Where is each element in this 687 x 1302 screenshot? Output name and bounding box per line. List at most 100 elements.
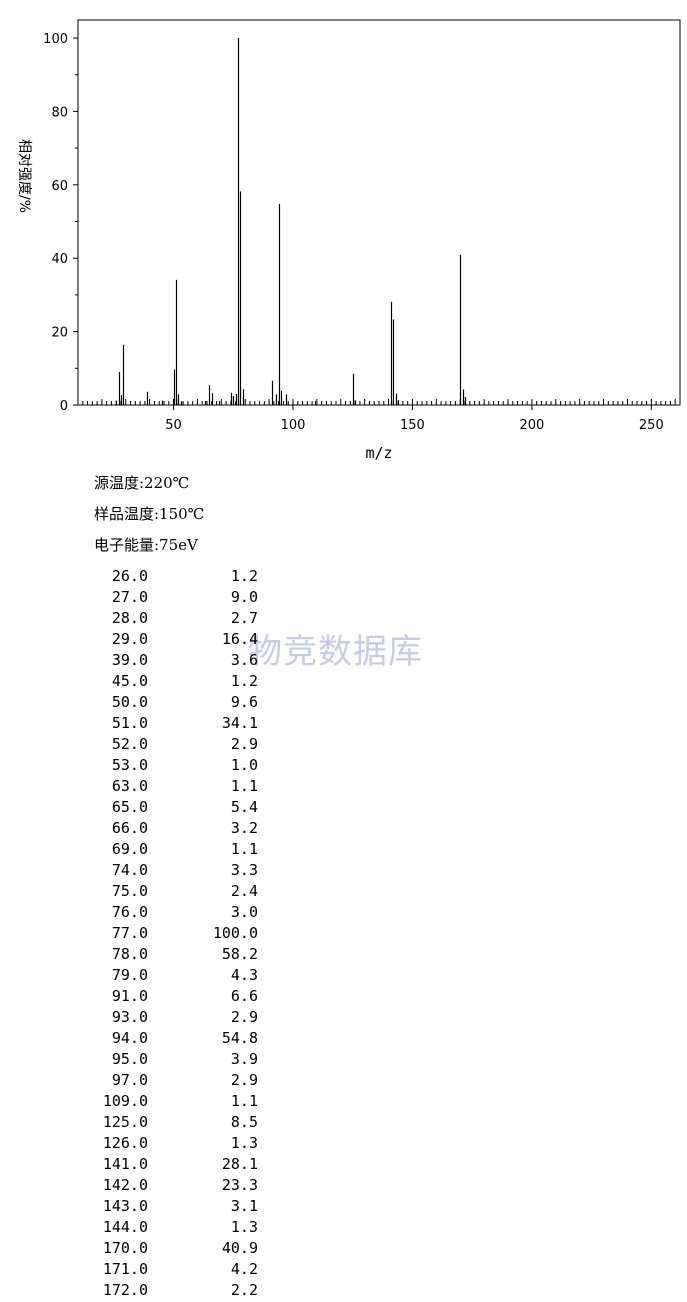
mz-value: 51.0 bbox=[111, 714, 148, 732]
table-row: 170.0 40.9 bbox=[0, 1239, 300, 1260]
table-row: 69.0 1.1 bbox=[0, 840, 300, 861]
intensity-value: 28.1 bbox=[221, 1155, 258, 1173]
mz-value: 65.0 bbox=[111, 798, 148, 816]
source-temperature: 源温度:220℃ bbox=[94, 474, 190, 492]
intensity-value: 100.0 bbox=[212, 924, 258, 942]
mz-value: 141.0 bbox=[102, 1155, 148, 1173]
table-row: 77.0 100.0 bbox=[0, 924, 300, 945]
mz-value: 78.0 bbox=[111, 945, 148, 963]
mz-value: 143.0 bbox=[102, 1197, 148, 1215]
mz-value: 95.0 bbox=[111, 1050, 148, 1068]
table-row: 63.0 1.1 bbox=[0, 777, 300, 798]
spectrum-peaks bbox=[115, 38, 467, 405]
mz-value: 91.0 bbox=[111, 987, 148, 1005]
mz-value: 93.0 bbox=[111, 1008, 148, 1026]
intensity-value: 1.0 bbox=[230, 756, 258, 774]
table-row: 65.0 5.4 bbox=[0, 798, 300, 819]
mz-value: 171.0 bbox=[102, 1260, 148, 1278]
mz-value: 66.0 bbox=[111, 819, 148, 837]
table-row: 144.0 1.3 bbox=[0, 1218, 300, 1239]
intensity-value: 1.2 bbox=[230, 672, 258, 690]
table-row: 143.0 3.1 bbox=[0, 1197, 300, 1218]
table-row: 171.0 4.2 bbox=[0, 1260, 300, 1281]
intensity-value: 58.2 bbox=[221, 945, 258, 963]
table-row: 97.0 2.9 bbox=[0, 1071, 300, 1092]
y-axis-label: 相对强度/% bbox=[16, 139, 32, 213]
intensity-value: 2.2 bbox=[230, 1281, 258, 1299]
table-row: 52.0 2.9 bbox=[0, 735, 300, 756]
table-row: 66.0 3.2 bbox=[0, 819, 300, 840]
intensity-value: 23.3 bbox=[221, 1176, 258, 1194]
mz-value: 125.0 bbox=[102, 1113, 148, 1131]
x-tick-label: 100 bbox=[281, 418, 306, 433]
y-tick-label: 40 bbox=[51, 252, 68, 267]
intensity-value: 2.9 bbox=[230, 1008, 258, 1026]
mz-value: 109.0 bbox=[102, 1092, 148, 1110]
mz-value: 94.0 bbox=[111, 1029, 148, 1047]
table-row: 93.0 2.9 bbox=[0, 1008, 300, 1029]
mz-value: 53.0 bbox=[111, 756, 148, 774]
x-tick-label: 250 bbox=[639, 418, 664, 433]
intensity-value: 4.2 bbox=[230, 1260, 258, 1278]
table-row: 45.0 1.2 bbox=[0, 672, 300, 693]
y-tick-label: 20 bbox=[51, 326, 68, 341]
intensity-value: 1.1 bbox=[230, 840, 258, 858]
table-row: 29.0 16.4 bbox=[0, 630, 300, 651]
mz-value: 28.0 bbox=[111, 609, 148, 627]
mz-value: 126.0 bbox=[102, 1134, 148, 1152]
table-row: 172.0 2.2 bbox=[0, 1281, 300, 1302]
intensity-value: 2.7 bbox=[230, 609, 258, 627]
plot-frame bbox=[77, 19, 681, 406]
electron-energy: 电子能量:75eV bbox=[94, 536, 198, 554]
intensity-value: 4.3 bbox=[230, 966, 258, 984]
x-minor-ticks bbox=[82, 399, 676, 405]
table-row: 28.0 2.7 bbox=[0, 609, 300, 630]
table-row: 76.0 3.0 bbox=[0, 903, 300, 924]
intensity-value: 1.1 bbox=[230, 1092, 258, 1110]
intensity-value: 9.0 bbox=[230, 588, 258, 606]
table-row: 125.0 8.5 bbox=[0, 1113, 300, 1134]
y-axis-ticks: 0 20 40 60 80 100 bbox=[43, 32, 78, 414]
mz-value: 144.0 bbox=[102, 1218, 148, 1236]
mz-value: 26.0 bbox=[111, 567, 148, 585]
mz-value: 50.0 bbox=[111, 693, 148, 711]
table-row: 51.0 34.1 bbox=[0, 714, 300, 735]
table-row: 142.0 23.3 bbox=[0, 1176, 300, 1197]
table-row: 75.0 2.4 bbox=[0, 882, 300, 903]
mz-value: 27.0 bbox=[111, 588, 148, 606]
intensity-value: 3.1 bbox=[230, 1197, 258, 1215]
table-row: 26.0 1.2 bbox=[0, 567, 300, 588]
mz-value: 74.0 bbox=[111, 861, 148, 879]
mz-value: 76.0 bbox=[111, 903, 148, 921]
mz-value: 172.0 bbox=[102, 1281, 148, 1299]
table-row: 109.0 1.1 bbox=[0, 1092, 300, 1113]
table-row: 95.0 3.9 bbox=[0, 1050, 300, 1071]
y-tick-label: 60 bbox=[51, 179, 68, 194]
intensity-value: 1.2 bbox=[230, 567, 258, 585]
intensity-value: 8.5 bbox=[230, 1113, 258, 1131]
intensity-value: 3.0 bbox=[230, 903, 258, 921]
mz-value: 170.0 bbox=[102, 1239, 148, 1257]
mz-value: 77.0 bbox=[111, 924, 148, 942]
intensity-value: 2.9 bbox=[230, 1071, 258, 1089]
mz-value: 39.0 bbox=[111, 651, 148, 669]
intensity-value: 3.9 bbox=[230, 1050, 258, 1068]
table-row: 94.0 54.8 bbox=[0, 1029, 300, 1050]
intensity-value: 16.4 bbox=[221, 630, 258, 648]
intensity-value: 2.9 bbox=[230, 735, 258, 753]
table-row: 79.0 4.3 bbox=[0, 966, 300, 987]
intensity-value: 5.4 bbox=[230, 798, 258, 816]
y-tick-label: 0 bbox=[60, 399, 68, 414]
intensity-value: 1.3 bbox=[230, 1134, 258, 1152]
x-tick-label: 200 bbox=[519, 418, 544, 433]
watermark: 物竞数据库 bbox=[248, 632, 423, 672]
x-axis-ticks: 50 100 150 200 250 bbox=[165, 405, 664, 433]
mz-value: 142.0 bbox=[102, 1176, 148, 1194]
intensity-value: 40.9 bbox=[221, 1239, 258, 1257]
table-row: 74.0 3.3 bbox=[0, 861, 300, 882]
mz-value: 63.0 bbox=[111, 777, 148, 795]
intensity-value: 1.1 bbox=[230, 777, 258, 795]
intensity-value: 54.8 bbox=[221, 1029, 258, 1047]
intensity-value: 9.6 bbox=[230, 693, 258, 711]
x-tick-label: 50 bbox=[165, 418, 182, 433]
